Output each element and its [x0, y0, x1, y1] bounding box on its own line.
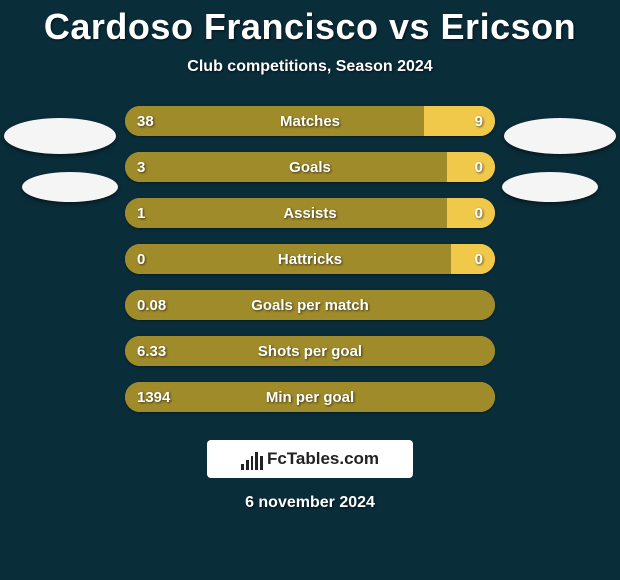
stat-label: Shots per goal: [125, 336, 495, 366]
stat-value-left: 38: [137, 106, 154, 136]
stat-row: Matches38 9: [125, 106, 495, 136]
stat-value-left: 6.33: [137, 336, 166, 366]
stat-row: Goals per match0.08: [125, 290, 495, 320]
page-title: Cardoso Francisco vs Ericson: [44, 6, 576, 48]
stat-value-left: 1394: [137, 382, 170, 412]
stat-value-left: 0.08: [137, 290, 166, 320]
comparison-infographic: Cardoso Francisco vs Ericson Club compet…: [0, 0, 620, 580]
stat-row: Hattricks0 0: [125, 244, 495, 274]
stat-label: Matches: [125, 106, 495, 136]
stat-value-left: 0: [137, 244, 145, 274]
stat-label: Hattricks: [125, 244, 495, 274]
stat-label: Min per goal: [125, 382, 495, 412]
stat-value-right: 0: [475, 244, 483, 274]
brand-chart-icon: [241, 448, 263, 470]
stat-value-left: 3: [137, 152, 145, 182]
stat-value-left: 1: [137, 198, 145, 228]
date-label: 6 november 2024: [245, 494, 375, 512]
stat-row: Shots per goal6.33: [125, 336, 495, 366]
stat-label: Goals per match: [125, 290, 495, 320]
brand-box: FcTables.com: [207, 440, 413, 478]
page-subtitle: Club competitions, Season 2024: [187, 58, 432, 76]
stat-value-right: 0: [475, 198, 483, 228]
stat-label: Goals: [125, 152, 495, 182]
stat-row: Min per goal1394: [125, 382, 495, 412]
stat-row: Goals3 0: [125, 152, 495, 182]
stat-value-right: 0: [475, 152, 483, 182]
stat-label: Assists: [125, 198, 495, 228]
stats-container: Matches389Goals30Assists10Hattricks00Goa…: [0, 106, 620, 428]
stat-value-right: 9: [475, 106, 483, 136]
stat-row: Assists1 0: [125, 198, 495, 228]
brand-text: FcTables.com: [267, 449, 379, 469]
